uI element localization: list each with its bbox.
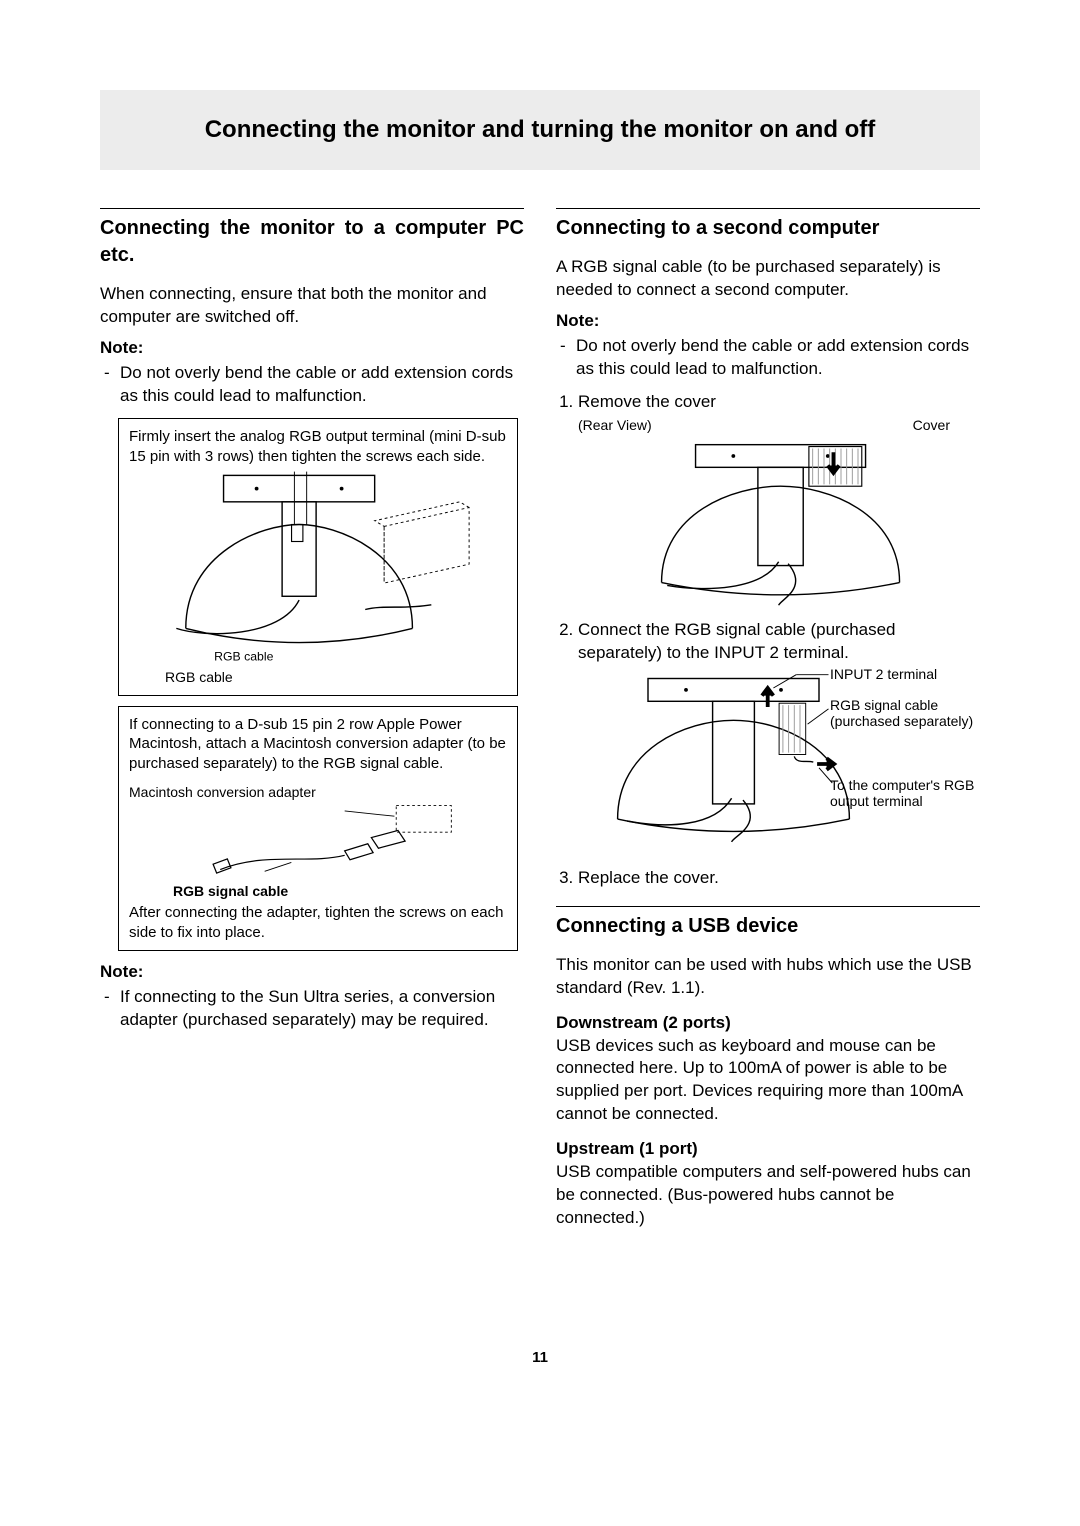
figure-box-1: Firmly insert the analog RGB output term… (118, 418, 518, 696)
page-title-bar: Connecting the monitor and turning the m… (100, 90, 980, 170)
figure1-caption: Firmly insert the analog RGB output term… (129, 427, 507, 466)
figure-box-2: If connecting to a D-sub 15 pin 2 row Ap… (118, 706, 518, 951)
page-number: 11 (100, 1348, 980, 1368)
upstream-text: USB compatible computers and self-powere… (556, 1161, 980, 1230)
diagram-connect-cable: INPUT 2 terminal RGB signal cable (purch… (600, 669, 980, 859)
intro-text-2: A RGB signal cable (to be purchased sepa… (556, 256, 980, 302)
heading-connecting-pc: Connecting the monitor to a computer PC … (100, 215, 524, 269)
figure2-caption: If connecting to a D-sub 15 pin 2 row Ap… (129, 715, 507, 774)
upstream-heading: Upstream (1 port) (556, 1138, 980, 1161)
diagram-monitor-rear: RGB cable (129, 472, 507, 662)
rgb-signal-cable-label: RGB signal cable (173, 882, 507, 901)
note-item-2: If connecting to the Sun Ultra series, a… (120, 986, 524, 1032)
step-1-text: Remove the cover (578, 392, 716, 411)
usb-intro: This monitor can be used with hubs which… (556, 954, 980, 1000)
left-column: Connecting the monitor to a computer PC … (100, 208, 524, 1238)
diagram-remove-cover (600, 439, 980, 609)
downstream-heading: Downstream (2 ports) (556, 1012, 980, 1035)
page-title: Connecting the monitor and turning the m… (110, 114, 970, 146)
step-2-text: Connect the RGB signal cable (purchased … (578, 620, 896, 662)
heading-second-computer: Connecting to a second computer (556, 215, 980, 242)
downstream-text: USB devices such as keyboard and mouse c… (556, 1035, 980, 1127)
heading-usb-device: Connecting a USB device (556, 913, 980, 940)
note-label-3: Note: (556, 310, 980, 333)
divider (556, 906, 980, 907)
intro-text: When connecting, ensure that both the mo… (100, 283, 524, 329)
step-1: Remove the cover (Rear View) Cover (578, 391, 980, 609)
rgb-signal-label: RGB signal cable (purchased separately) (830, 697, 990, 729)
input2-terminal-label: INPUT 2 terminal (830, 665, 937, 684)
rear-view-label: (Rear View) (578, 416, 778, 435)
note-item: Do not overly bend the cable or add exte… (120, 362, 524, 408)
note-label-2: Note: (100, 961, 524, 984)
note-label: Note: (100, 337, 524, 360)
divider (100, 208, 524, 209)
after-adapter-text: After connecting the adapter, tighten th… (129, 903, 507, 942)
rgb-cable-label: RGB cable (165, 668, 507, 687)
mac-adapter-label: Macintosh conversion adapter (129, 783, 507, 802)
step-3: Replace the cover. (578, 867, 980, 890)
note-item-3: Do not overly bend the cable or add exte… (576, 335, 980, 381)
diagram-mac-adapter (129, 802, 507, 882)
step-2: Connect the RGB signal cable (purchased … (578, 619, 980, 859)
cover-label: Cover (778, 416, 980, 435)
divider (556, 208, 980, 209)
svg-text:RGB cable: RGB cable (214, 650, 273, 664)
right-column: Connecting to a second computer A RGB si… (556, 208, 980, 1238)
to-computer-label: To the computer's RGB output terminal (830, 777, 990, 809)
